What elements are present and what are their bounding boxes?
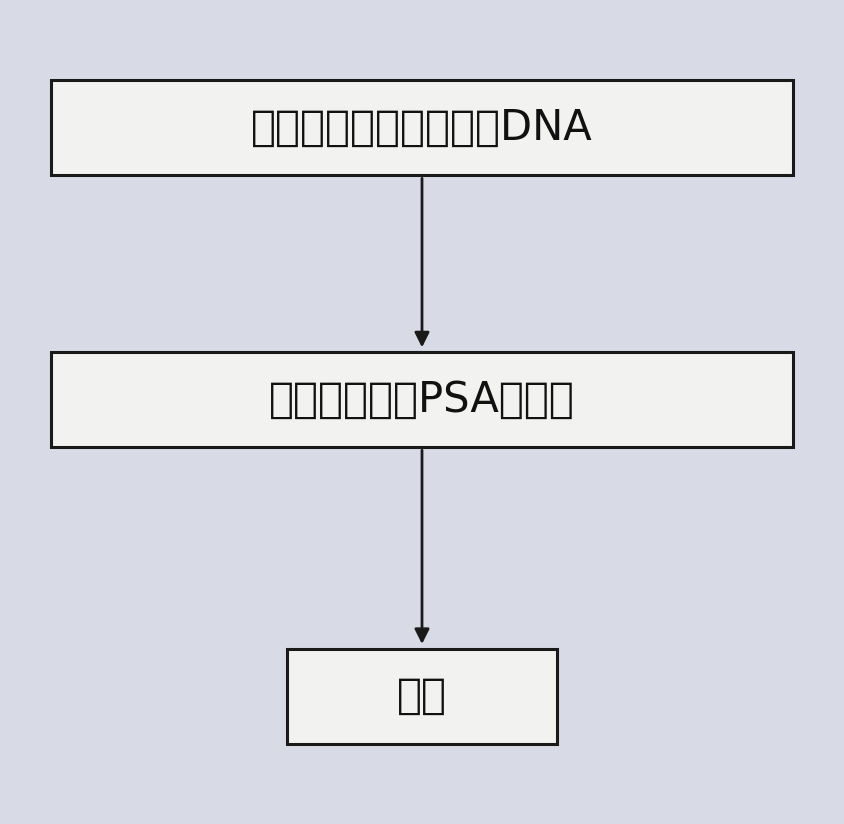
Text: 提取猿猴桃样品基因组DNA: 提取猿猴桃样品基因组DNA [252, 107, 592, 148]
FancyBboxPatch shape [287, 649, 557, 743]
FancyBboxPatch shape [51, 353, 793, 447]
Text: 荧光定量检测PSA病原菌: 荧光定量检测PSA病原菌 [269, 379, 575, 420]
Text: 测序: 测序 [397, 676, 447, 717]
FancyBboxPatch shape [51, 81, 793, 176]
